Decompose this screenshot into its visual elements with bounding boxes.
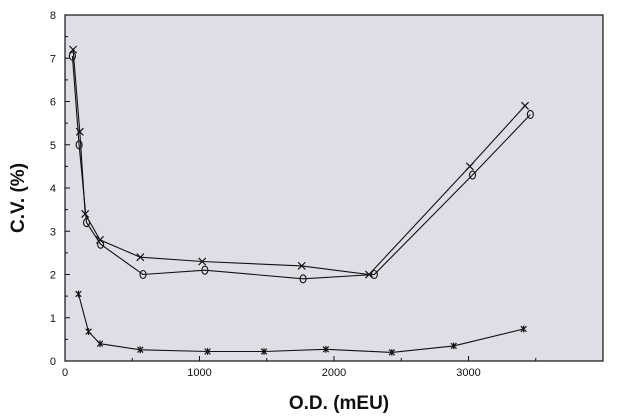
- data-point-star: [520, 325, 527, 333]
- y-tick-label: 3: [50, 226, 56, 238]
- data-point-o: [75, 140, 83, 150]
- data-point-x: [297, 261, 306, 270]
- x-tick-label: 1000: [187, 367, 211, 379]
- x-tick-label: 2000: [322, 367, 346, 379]
- y-tick-label: 7: [50, 53, 56, 65]
- data-point-star: [450, 342, 457, 350]
- data-point-o: [139, 269, 147, 280]
- data-point-o: [68, 51, 76, 61]
- data-point-x: [465, 162, 474, 171]
- data-point-o: [370, 269, 378, 280]
- plot-area: [64, 14, 604, 362]
- data-point-star: [204, 348, 211, 355]
- y-tick-label: 6: [50, 97, 56, 109]
- axes: 0 1 2 3 4 5 6 7 8 0 1000 2000 3000: [50, 10, 537, 379]
- data-point-o: [97, 239, 105, 249]
- data-point-o: [82, 218, 91, 228]
- data-point-o: [526, 109, 534, 120]
- data-point-x: [520, 101, 530, 110]
- y-tick-label: 4: [50, 183, 56, 195]
- y-tick-label: 1: [50, 313, 56, 325]
- data-point-star: [85, 328, 92, 335]
- y-tick-label: 5: [50, 140, 56, 152]
- series-line: [71, 56, 531, 280]
- series-2: [68, 51, 534, 284]
- x-tick-label: 0: [62, 367, 68, 379]
- data-point-star: [260, 348, 268, 355]
- series-line: [77, 293, 524, 353]
- x-axis-title: O.D. (mEU): [289, 393, 389, 414]
- series-layer: [68, 45, 534, 356]
- data-point-x: [136, 253, 145, 262]
- data-point-star: [388, 348, 396, 356]
- data-point-o: [201, 265, 209, 275]
- y-axis-title: C.V. (%): [8, 163, 29, 233]
- series-line: [72, 49, 526, 276]
- data-point-o: [299, 274, 307, 284]
- series-3: [75, 290, 527, 356]
- data-point-star: [322, 345, 330, 353]
- data-point-star: [96, 340, 104, 348]
- y-tick-label: 2: [50, 270, 56, 282]
- y-tick-label: 8: [50, 10, 56, 22]
- data-point-star: [137, 346, 144, 354]
- data-point-x: [198, 257, 207, 266]
- x-tick-label: 3000: [456, 367, 480, 379]
- data-point-o: [468, 170, 477, 180]
- y-tick-label: 0: [50, 356, 56, 368]
- data-point-star: [75, 290, 82, 298]
